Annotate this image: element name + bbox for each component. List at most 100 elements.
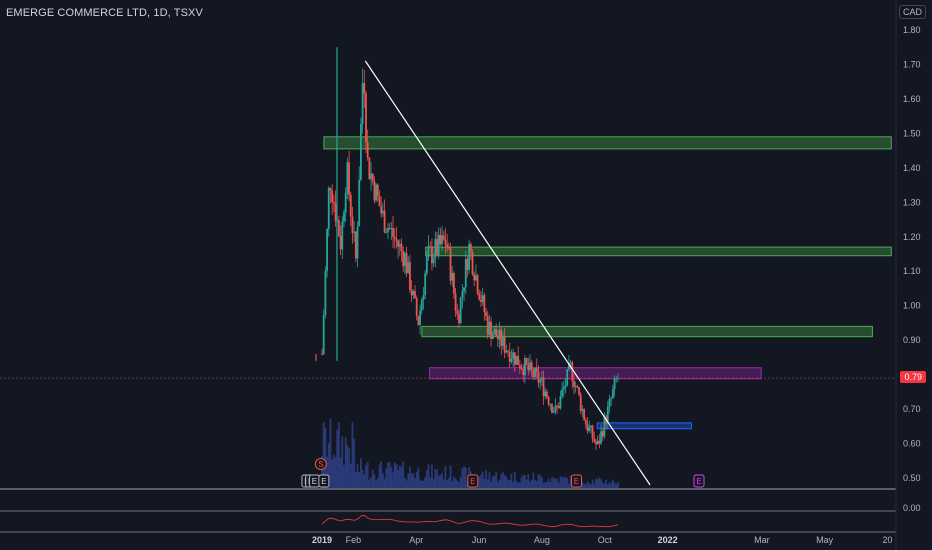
- price-tick-label: 1.20: [903, 232, 921, 242]
- volume-bar: [605, 479, 608, 488]
- candle-body: [398, 243, 401, 247]
- candle-body: [431, 246, 433, 264]
- candle-body: [409, 262, 411, 291]
- candle-body: [606, 406, 609, 424]
- volume-bar: [500, 473, 503, 488]
- volume-bar: [564, 477, 567, 488]
- volume-bar: [520, 477, 523, 488]
- candle-body: [338, 220, 340, 236]
- volume-bar: [529, 481, 531, 488]
- candle-body: [527, 364, 530, 371]
- candle-body: [425, 256, 428, 274]
- candle-body: [518, 365, 521, 369]
- volume-bar: [380, 461, 383, 488]
- volume-bar: [551, 477, 553, 488]
- volume-bar: [381, 473, 384, 488]
- time-tick-label: 2019: [312, 535, 332, 545]
- candle-body: [569, 362, 572, 364]
- event-markers[interactable]: SEEEEEEE: [301, 458, 705, 488]
- indicator-tick-label: 0.00: [903, 503, 921, 513]
- time-tick-label: Jun: [472, 535, 487, 545]
- candle-body: [566, 369, 569, 386]
- price-tick-label: 0.90: [903, 335, 921, 345]
- candle-body: [410, 290, 413, 296]
- volume-bar: [324, 427, 327, 488]
- volume-bar: [331, 459, 334, 488]
- volume-bar: [365, 465, 367, 488]
- candle-body: [400, 243, 403, 252]
- time-tick-label: Oct: [598, 535, 613, 545]
- price-tick-label: 1.60: [903, 94, 921, 104]
- candle-body: [343, 212, 345, 222]
- candle-body: [512, 352, 514, 359]
- candle-body: [390, 228, 393, 230]
- volume-bar: [556, 478, 558, 488]
- candle-body: [427, 246, 430, 257]
- candle-body: [327, 188, 330, 230]
- candle-body: [608, 399, 611, 407]
- price-axis[interactable]: 1.80 1.70 1.60 1.50 1.40 1.30 1.20 1.10 1.00 0.90…: [903, 25, 921, 513]
- volume-bar: [368, 479, 371, 488]
- volume-bar: [402, 461, 405, 488]
- candle-body: [611, 389, 614, 399]
- candle-body: [573, 381, 575, 387]
- candle-body: [383, 210, 386, 233]
- volume-bar: [321, 455, 323, 488]
- price-tick-label: 0.50: [903, 473, 921, 483]
- price-tick-label: 1.00: [903, 301, 921, 311]
- candle-body: [463, 287, 465, 292]
- volume-bar: [351, 422, 354, 488]
- symbol-header[interactable]: EMERGE COMMERCE LTD, 1D, TSXV: [6, 7, 203, 19]
- volume-bar: [463, 466, 465, 488]
- candle-body: [544, 391, 547, 397]
- volume-bar: [458, 482, 460, 488]
- candle-body: [485, 312, 487, 316]
- volume-bar: [488, 472, 491, 488]
- volume-bar: [485, 470, 487, 488]
- currency-badge[interactable]: CAD: [898, 5, 926, 19]
- volume-bar: [373, 474, 376, 488]
- event-marker-earnings-past[interactable]: E: [308, 474, 320, 488]
- volume-bar: [486, 479, 489, 488]
- volume-bar: [505, 477, 508, 488]
- candle-body: [371, 173, 374, 182]
- candle-body: [581, 409, 584, 411]
- event-marker-earnings-past[interactable]: E: [318, 474, 330, 488]
- volume-bar: [431, 464, 433, 488]
- time-axis[interactable]: 2019 Feb Apr Jun Aug Oct 2022 Mar May 20: [312, 535, 893, 545]
- event-marker-earnings[interactable]: E: [467, 474, 479, 488]
- candle-body: [380, 206, 383, 214]
- candle-body: [432, 257, 435, 264]
- volume-bar: [535, 481, 538, 488]
- candle-body: [564, 385, 567, 388]
- candle-body: [441, 235, 443, 245]
- event-marker-earnings[interactable]: E: [570, 474, 582, 488]
- candle-body: [562, 387, 565, 390]
- volume-bar: [332, 454, 335, 488]
- volume-bar: [581, 481, 584, 488]
- candle-body: [603, 416, 606, 437]
- candle-body: [537, 371, 540, 383]
- candle-body: [422, 295, 425, 300]
- candle-body: [412, 291, 415, 296]
- trendline-group[interactable]: [364, 60, 651, 486]
- candle-body: [613, 378, 616, 390]
- candle-body: [397, 240, 400, 247]
- pane-separators: [0, 0, 897, 550]
- candle-body: [321, 353, 323, 355]
- candle-body: [591, 425, 594, 439]
- volume-bar: [354, 471, 357, 488]
- candle-body: [437, 234, 440, 255]
- volume-bar: [596, 479, 599, 488]
- time-tick-label: Feb: [346, 535, 362, 545]
- volume-bar: [346, 445, 349, 488]
- volume-bar: [561, 477, 564, 488]
- volume-bar: [459, 477, 462, 488]
- event-marker-earnings-future[interactable]: E: [693, 474, 705, 488]
- volume-bar: [403, 477, 406, 488]
- event-marker-split[interactable]: S: [314, 458, 327, 470]
- volume-bar: [339, 457, 342, 488]
- volume-bar: [513, 472, 516, 488]
- volume-bar: [366, 462, 369, 488]
